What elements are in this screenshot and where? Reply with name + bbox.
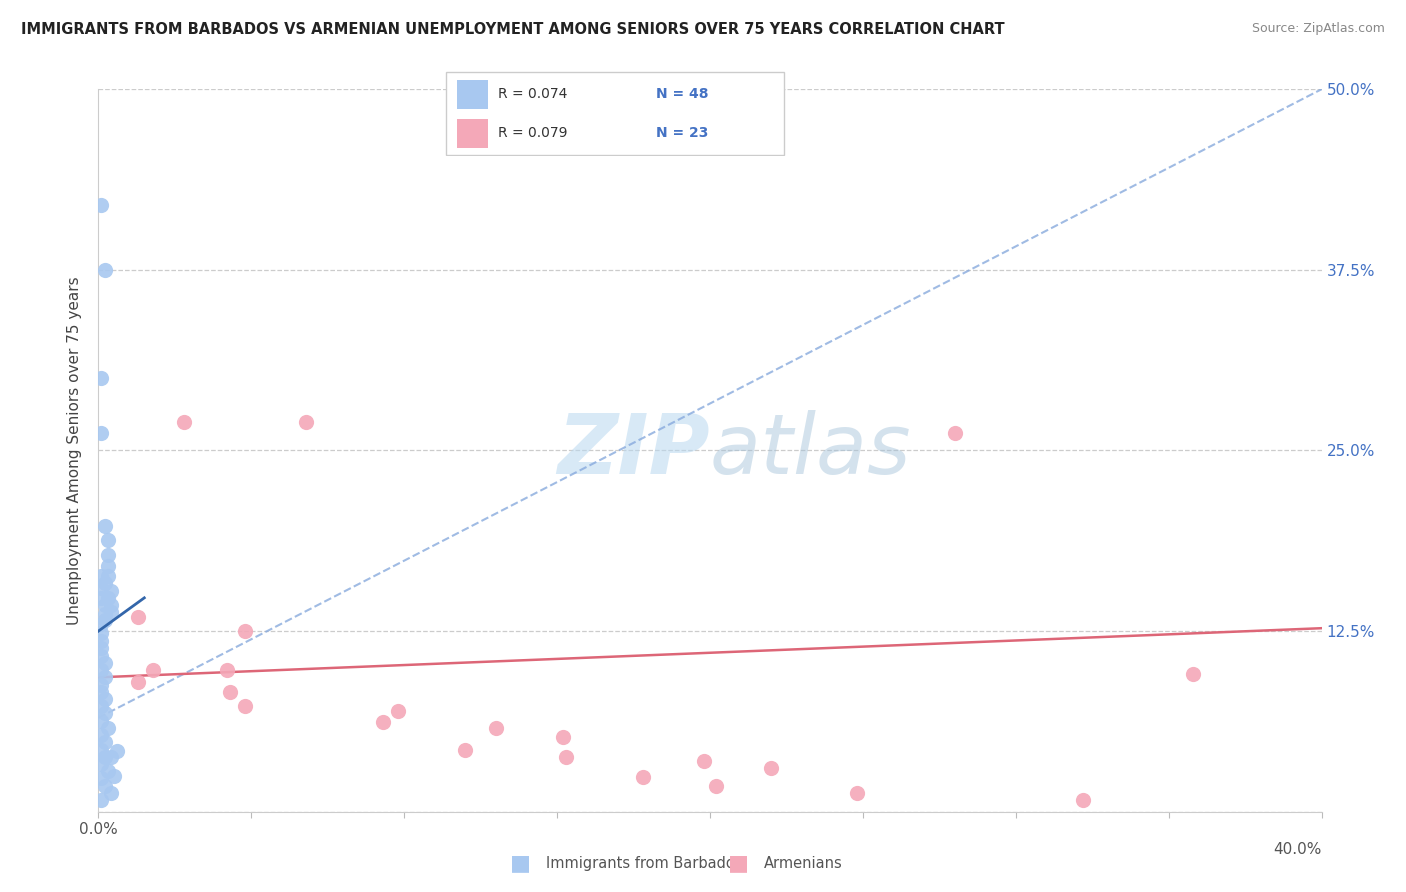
Point xyxy=(90,728,112,742)
Point xyxy=(93,576,115,591)
Text: N = 48: N = 48 xyxy=(657,87,709,101)
Point xyxy=(485,721,508,735)
Point xyxy=(100,605,122,619)
Text: Armenians: Armenians xyxy=(763,856,842,871)
Point xyxy=(100,583,122,598)
Point xyxy=(233,699,256,714)
Text: atlas: atlas xyxy=(710,410,911,491)
Point xyxy=(90,699,112,714)
Point xyxy=(1182,667,1205,681)
Bar xyxy=(457,80,488,109)
Point xyxy=(553,730,575,744)
Point xyxy=(100,598,122,612)
Point xyxy=(693,754,716,768)
Point xyxy=(105,744,128,758)
Point xyxy=(90,426,112,441)
Text: Source: ZipAtlas.com: Source: ZipAtlas.com xyxy=(1251,22,1385,36)
Point xyxy=(93,518,115,533)
Point xyxy=(103,768,125,783)
FancyBboxPatch shape xyxy=(446,72,785,155)
Point xyxy=(215,663,238,677)
Point xyxy=(219,685,242,699)
Text: N = 23: N = 23 xyxy=(657,127,709,140)
Point xyxy=(90,634,112,648)
Point xyxy=(90,677,112,691)
Point xyxy=(93,670,115,684)
Point xyxy=(454,742,477,756)
Point xyxy=(90,772,112,786)
Bar xyxy=(457,119,488,147)
Point xyxy=(555,749,578,764)
Point xyxy=(93,607,115,621)
Point xyxy=(845,786,868,800)
Point xyxy=(387,704,409,718)
Point xyxy=(97,548,120,562)
Y-axis label: Unemployment Among Seniors over 75 years: Unemployment Among Seniors over 75 years xyxy=(67,277,83,624)
Point xyxy=(90,641,112,656)
Point xyxy=(142,663,165,677)
Point xyxy=(90,616,112,631)
Point xyxy=(97,721,120,735)
Point xyxy=(93,598,115,612)
Point xyxy=(90,793,112,807)
Point xyxy=(93,706,115,721)
Text: R = 0.079: R = 0.079 xyxy=(498,127,568,140)
Text: ■: ■ xyxy=(728,854,748,873)
Point xyxy=(173,415,195,429)
Point xyxy=(100,786,122,800)
Point xyxy=(97,533,120,547)
Point xyxy=(90,569,112,583)
Point xyxy=(90,742,112,756)
Point xyxy=(371,715,394,730)
Point xyxy=(97,764,120,779)
Point xyxy=(97,559,120,574)
Point xyxy=(90,757,112,772)
Point xyxy=(90,648,112,663)
Text: IMMIGRANTS FROM BARBADOS VS ARMENIAN UNEMPLOYMENT AMONG SENIORS OVER 75 YEARS CO: IMMIGRANTS FROM BARBADOS VS ARMENIAN UNE… xyxy=(21,22,1005,37)
Point xyxy=(127,674,149,689)
Text: Immigrants from Barbados: Immigrants from Barbados xyxy=(546,856,742,871)
Point xyxy=(90,198,112,212)
Text: 40.0%: 40.0% xyxy=(1274,842,1322,857)
Point xyxy=(759,761,782,775)
Point xyxy=(90,685,112,699)
Text: ■: ■ xyxy=(510,854,530,873)
Point xyxy=(1071,793,1094,807)
Point xyxy=(93,656,115,670)
Point xyxy=(233,624,256,639)
Point xyxy=(943,426,966,441)
Point xyxy=(90,714,112,728)
Point xyxy=(127,609,149,624)
Point xyxy=(93,779,115,793)
Text: R = 0.074: R = 0.074 xyxy=(498,87,568,101)
Text: ZIP: ZIP xyxy=(557,410,710,491)
Point xyxy=(295,415,318,429)
Point xyxy=(93,692,115,706)
Point xyxy=(93,613,115,627)
Point xyxy=(704,779,727,793)
Point xyxy=(90,371,112,385)
Point xyxy=(90,625,112,640)
Point xyxy=(100,749,122,764)
Point xyxy=(93,749,115,764)
Point xyxy=(631,770,654,784)
Point xyxy=(90,591,112,605)
Point xyxy=(93,262,115,277)
Point xyxy=(90,663,112,677)
Point xyxy=(93,735,115,749)
Point xyxy=(90,581,112,595)
Point xyxy=(97,569,120,583)
Point xyxy=(97,591,120,605)
